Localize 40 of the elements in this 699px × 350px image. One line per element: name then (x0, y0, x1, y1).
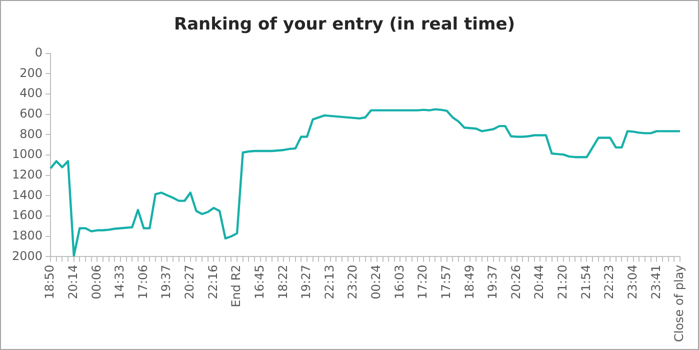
x-tick-label: 21:20 (556, 264, 570, 300)
x-tick-label: 23:04 (626, 264, 640, 300)
x-tick-label: 18:49 (462, 264, 476, 300)
chart-title: Ranking of your entry (in real time) (174, 14, 516, 35)
x-tick-label: 16:45 (252, 264, 266, 300)
x-tick-label: 20:14 (66, 264, 80, 300)
y-tick-label: 1800 (12, 228, 43, 243)
x-tick-label: 17:57 (438, 264, 453, 300)
x-tick-label: 23:20 (346, 264, 360, 300)
y-tick-label: 0 (34, 46, 43, 60)
x-tick-label: 21:54 (578, 264, 593, 300)
x-tick-label: 18:50 (42, 264, 57, 300)
y-tick-label: 2000 (12, 248, 43, 263)
y-tick-label: 1600 (12, 208, 43, 222)
x-tick-label: 14:33 (112, 264, 127, 300)
x-tick-label: 17:06 (136, 264, 150, 300)
x-tick-label: 00:24 (369, 264, 384, 300)
x-tick-label: 16:03 (392, 264, 406, 300)
y-tick-label: 800 (20, 126, 43, 141)
y-tick-label: 1200 (12, 168, 43, 182)
y-tick-label: 600 (20, 106, 43, 121)
x-tick-label: 19:37 (159, 264, 174, 300)
x-tick-label: 23:41 (648, 264, 663, 300)
x-tick-label: 19:27 (299, 264, 314, 300)
x-tick-label: 22:23 (602, 264, 616, 300)
x-tick-label: 19:37 (486, 264, 500, 300)
x-tick-label: 22:16 (206, 264, 220, 300)
x-tick-label: Close of play (672, 264, 686, 342)
x-tick-label: 20:26 (508, 264, 523, 300)
y-tick-label: 1000 (12, 147, 43, 162)
x-tick-label: End R2 (229, 264, 244, 308)
y-tick-label: 1400 (12, 188, 43, 202)
x-tick-label: 22:13 (322, 264, 336, 300)
x-tick-label: 20:44 (532, 264, 546, 300)
x-tick-label: 17:20 (416, 264, 430, 300)
y-tick-label: 400 (20, 86, 43, 100)
x-tick-label: 20:27 (182, 264, 197, 300)
y-tick-label: 200 (20, 66, 43, 80)
x-tick-label: 00:06 (89, 264, 104, 300)
x-tick-label: 18:22 (276, 264, 290, 300)
